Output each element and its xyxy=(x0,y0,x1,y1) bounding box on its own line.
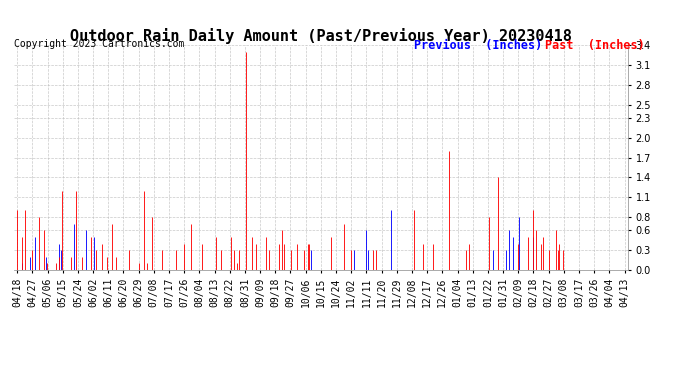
Text: Past  (Inches): Past (Inches) xyxy=(545,39,645,53)
Text: Previous  (Inches): Previous (Inches) xyxy=(414,39,542,53)
Text: Copyright 2023 Cartronics.com: Copyright 2023 Cartronics.com xyxy=(14,39,184,50)
Title: Outdoor Rain Daily Amount (Past/Previous Year) 20230418: Outdoor Rain Daily Amount (Past/Previous… xyxy=(70,28,572,44)
